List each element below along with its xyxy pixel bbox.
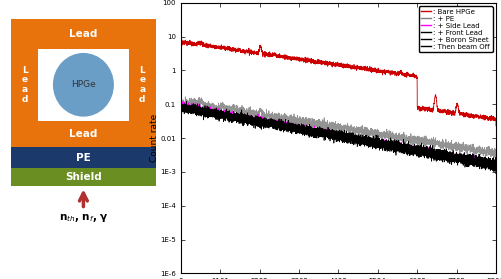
: Bare HPGe: (2.09e+03, 3.45): Bare HPGe: (2.09e+03, 3.45) bbox=[253, 50, 259, 54]
Line: : + PE: : + PE bbox=[181, 97, 496, 160]
: + Side Lead: (0, 0.0724): + Side Lead: (0, 0.0724) bbox=[178, 107, 184, 111]
Bar bbox=[38, 49, 129, 121]
Line: : Bare HPGe: : Bare HPGe bbox=[181, 40, 496, 126]
: + Front Lead: (159, 0.121): + Front Lead: (159, 0.121) bbox=[183, 100, 189, 103]
: + PE: (0, 0.0985): + PE: (0, 0.0985) bbox=[178, 103, 184, 106]
: Bare HPGe: (8.81e+03, 0.0229): Bare HPGe: (8.81e+03, 0.0229) bbox=[493, 124, 499, 128]
: Bare HPGe: (0, 4.75): Bare HPGe: (0, 4.75) bbox=[178, 46, 184, 49]
Text: Lead: Lead bbox=[69, 129, 98, 139]
: + Front Lead: (2.14e+03, 0.0337): + Front Lead: (2.14e+03, 0.0337) bbox=[255, 119, 261, 122]
: + PE: (16.1, 0.168): + PE: (16.1, 0.168) bbox=[178, 95, 184, 98]
: + Boron Sheet: (2.14e+03, 0.0266): + Boron Sheet: (2.14e+03, 0.0266) bbox=[255, 122, 261, 125]
Text: HPGe: HPGe bbox=[71, 80, 96, 89]
Text: L
e
a
d: L e a d bbox=[139, 66, 145, 104]
: + Side Lead: (2.14e+03, 0.041): + Side Lead: (2.14e+03, 0.041) bbox=[255, 116, 261, 119]
: + Front Lead: (2.09e+03, 0.0348): + Front Lead: (2.09e+03, 0.0348) bbox=[253, 118, 259, 121]
: + Front Lead: (0, 0.0473): + Front Lead: (0, 0.0473) bbox=[178, 114, 184, 117]
: + Side Lead: (8.81e+03, 0.00109): + Side Lead: (8.81e+03, 0.00109) bbox=[493, 169, 499, 172]
: Then beam Off: (172, 0.102): Then beam Off: (172, 0.102) bbox=[184, 102, 190, 106]
Bar bbox=[12, 169, 155, 186]
: Then beam Off: (2.05e+03, 0.0348): Then beam Off: (2.05e+03, 0.0348) bbox=[251, 118, 257, 121]
Bar bbox=[129, 49, 155, 121]
: Then beam Off: (8.81e+03, 0.00089): Then beam Off: (8.81e+03, 0.00089) bbox=[493, 172, 499, 175]
: + Side Lead: (3.32e+03, 0.0188): + Side Lead: (3.32e+03, 0.0188) bbox=[297, 127, 303, 131]
: + Side Lead: (8.74e+03, 0.00169): + Side Lead: (8.74e+03, 0.00169) bbox=[490, 162, 496, 166]
Circle shape bbox=[54, 54, 113, 116]
: + Front Lead: (8.81e+03, 0.00108): + Front Lead: (8.81e+03, 0.00108) bbox=[493, 169, 499, 172]
: + Boron Sheet: (2.05e+03, 0.0253): + Boron Sheet: (2.05e+03, 0.0253) bbox=[251, 123, 257, 126]
: + PE: (3.32e+03, 0.0322): + PE: (3.32e+03, 0.0322) bbox=[297, 119, 303, 122]
Text: n$_{th}$, n$_f$, γ: n$_{th}$, n$_f$, γ bbox=[59, 212, 108, 224]
Text: PE: PE bbox=[76, 153, 91, 163]
: Bare HPGe: (7.34, 8.05): Bare HPGe: (7.34, 8.05) bbox=[178, 38, 184, 42]
Bar bbox=[12, 19, 155, 49]
Line: : + Front Lead: : + Front Lead bbox=[181, 102, 496, 171]
: Then beam Off: (2.14e+03, 0.0329): Then beam Off: (2.14e+03, 0.0329) bbox=[255, 119, 261, 122]
: + Front Lead: (3.95e+03, 0.015): + Front Lead: (3.95e+03, 0.015) bbox=[319, 130, 325, 134]
: Bare HPGe: (3.32e+03, 2.04): Bare HPGe: (3.32e+03, 2.04) bbox=[297, 58, 303, 62]
: + Boron Sheet: (2.09e+03, 0.0299): + Boron Sheet: (2.09e+03, 0.0299) bbox=[253, 120, 259, 124]
: Then beam Off: (3.32e+03, 0.0221): Then beam Off: (3.32e+03, 0.0221) bbox=[297, 125, 303, 128]
Text: Lead: Lead bbox=[69, 29, 98, 39]
Bar bbox=[12, 147, 155, 169]
: + Front Lead: (3.32e+03, 0.0185): + Front Lead: (3.32e+03, 0.0185) bbox=[297, 128, 303, 131]
: + Side Lead: (32.3, 0.125): + Side Lead: (32.3, 0.125) bbox=[179, 99, 185, 103]
Bar bbox=[12, 49, 38, 121]
: Then beam Off: (8.74e+03, 0.00148): Then beam Off: (8.74e+03, 0.00148) bbox=[490, 165, 496, 168]
Line: : + Side Lead: : + Side Lead bbox=[181, 101, 496, 171]
Text: Shield: Shield bbox=[65, 172, 102, 182]
: + PE: (3.95e+03, 0.0307): + PE: (3.95e+03, 0.0307) bbox=[319, 120, 325, 123]
Legend: : Bare HPGe, : + PE, : + Side Lead, : + Front Lead, : + Boron Sheet, : Then beam: : Bare HPGe, : + PE, : + Side Lead, : + … bbox=[418, 6, 492, 52]
: + Boron Sheet: (3.95e+03, 0.0116): + Boron Sheet: (3.95e+03, 0.0116) bbox=[319, 134, 325, 138]
Y-axis label: Count rate: Count rate bbox=[150, 114, 158, 162]
: + Front Lead: (8.74e+03, 0.00194): + Front Lead: (8.74e+03, 0.00194) bbox=[490, 160, 496, 164]
: + PE: (8.81e+03, 0.00223): + PE: (8.81e+03, 0.00223) bbox=[493, 158, 499, 162]
: + Side Lead: (2.09e+03, 0.0303): + Side Lead: (2.09e+03, 0.0303) bbox=[253, 120, 259, 124]
: + Side Lead: (3.95e+03, 0.013): + Side Lead: (3.95e+03, 0.013) bbox=[319, 133, 325, 136]
: + Boron Sheet: (0, 0.0567): + Boron Sheet: (0, 0.0567) bbox=[178, 111, 184, 114]
: + Side Lead: (2.05e+03, 0.0353): + Side Lead: (2.05e+03, 0.0353) bbox=[251, 118, 257, 121]
: Bare HPGe: (2.14e+03, 3.6): Bare HPGe: (2.14e+03, 3.6) bbox=[255, 50, 261, 53]
: Then beam Off: (3.95e+03, 0.0139): Then beam Off: (3.95e+03, 0.0139) bbox=[319, 132, 325, 135]
Line: : + Boron Sheet: : + Boron Sheet bbox=[181, 104, 496, 174]
: Bare HPGe: (8.74e+03, 0.036): Bare HPGe: (8.74e+03, 0.036) bbox=[490, 118, 496, 121]
: Bare HPGe: (2.05e+03, 3.6): Bare HPGe: (2.05e+03, 3.6) bbox=[251, 50, 257, 53]
: + Boron Sheet: (468, 0.101): + Boron Sheet: (468, 0.101) bbox=[194, 102, 200, 106]
: + PE: (2.09e+03, 0.0351): + PE: (2.09e+03, 0.0351) bbox=[253, 118, 259, 121]
: + PE: (8.74e+03, 0.00367): + PE: (8.74e+03, 0.00367) bbox=[490, 151, 496, 155]
: Then beam Off: (0, 0.0429): Then beam Off: (0, 0.0429) bbox=[178, 115, 184, 118]
: + PE: (2.05e+03, 0.0625): + PE: (2.05e+03, 0.0625) bbox=[251, 110, 257, 113]
: + Boron Sheet: (8.74e+03, 0.00172): + Boron Sheet: (8.74e+03, 0.00172) bbox=[490, 162, 496, 166]
Bar bbox=[12, 121, 155, 147]
Text: L
e
a
d: L e a d bbox=[22, 66, 28, 104]
: + Boron Sheet: (3.32e+03, 0.0193): + Boron Sheet: (3.32e+03, 0.0193) bbox=[297, 127, 303, 130]
: + PE: (2.14e+03, 0.041): + PE: (2.14e+03, 0.041) bbox=[255, 116, 261, 119]
: Bare HPGe: (3.95e+03, 1.59): Bare HPGe: (3.95e+03, 1.59) bbox=[319, 62, 325, 65]
: + Boron Sheet: (8.81e+03, 0.000888): + Boron Sheet: (8.81e+03, 0.000888) bbox=[493, 172, 499, 175]
: Then beam Off: (2.09e+03, 0.0301): Then beam Off: (2.09e+03, 0.0301) bbox=[253, 120, 259, 124]
Line: : Then beam Off: : Then beam Off bbox=[181, 104, 496, 174]
: + Front Lead: (2.05e+03, 0.0334): + Front Lead: (2.05e+03, 0.0334) bbox=[251, 119, 257, 122]
